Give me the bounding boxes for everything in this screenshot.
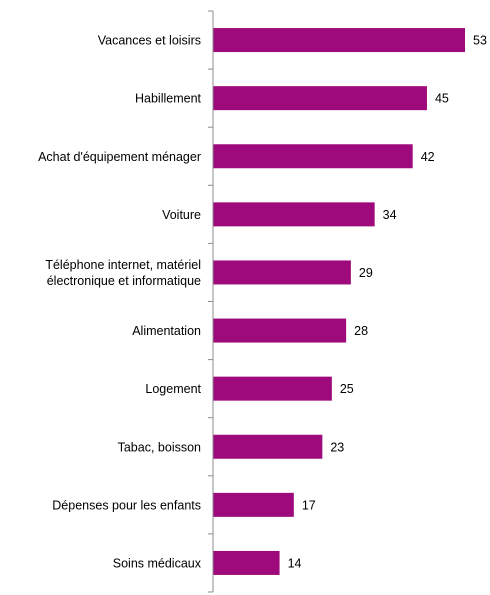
- category-label: Vacances et loisirs: [98, 34, 201, 48]
- value-label: 25: [340, 382, 354, 396]
- bar: [213, 86, 427, 111]
- bar: [213, 318, 347, 343]
- category-labels-group: Vacances et loisirs Habillement Achat d'éq…: [38, 34, 202, 571]
- category-label-line: Soins médicaux: [113, 556, 202, 570]
- category-label-line: Voiture: [162, 208, 201, 222]
- category-label: Logement: [145, 382, 201, 396]
- bar: [213, 28, 465, 53]
- bar: [213, 202, 375, 227]
- category-label: Soins médicaux: [113, 556, 202, 570]
- category-label-line: Logement: [145, 382, 201, 396]
- category-label: Habillement: [135, 92, 202, 106]
- value-labels-group: 53 45 42 34 29 28 25 23 17 14: [288, 34, 487, 571]
- bar: [213, 144, 413, 169]
- category-label-line: Dépenses pour les enfants: [52, 498, 201, 512]
- bar: [213, 434, 323, 459]
- value-label: 28: [354, 324, 368, 338]
- category-label: Dépenses pour les enfants: [52, 498, 201, 512]
- category-label-line: Tabac, boisson: [118, 440, 201, 454]
- bars-group: [213, 28, 465, 575]
- value-label: 42: [421, 150, 435, 164]
- category-label-line: électronique et informatique: [47, 274, 201, 288]
- category-label: Téléphone internet, matériel électronique…: [45, 258, 201, 288]
- category-label: Alimentation: [132, 324, 201, 338]
- bar: [213, 376, 332, 401]
- bar: [213, 492, 294, 517]
- value-label: 34: [383, 208, 397, 222]
- value-label: 29: [359, 266, 373, 280]
- category-label-line: Téléphone internet, matériel: [45, 258, 201, 272]
- category-label-line: Vacances et loisirs: [98, 34, 201, 48]
- category-label-line: Alimentation: [132, 324, 201, 338]
- category-label-line: Habillement: [135, 92, 202, 106]
- value-label: 53: [473, 34, 487, 48]
- category-label: Achat d'équipement ménager: [38, 150, 201, 164]
- value-label: 14: [288, 556, 302, 570]
- category-label: Tabac, boisson: [118, 440, 201, 454]
- bar: [213, 260, 351, 285]
- category-label-line: Achat d'équipement ménager: [38, 150, 201, 164]
- value-label: 45: [435, 92, 449, 106]
- value-label: 17: [302, 498, 316, 512]
- value-label: 23: [330, 440, 344, 454]
- axis-ticks-group: [208, 10, 213, 593]
- category-label: Voiture: [162, 208, 201, 222]
- bar: [213, 550, 280, 575]
